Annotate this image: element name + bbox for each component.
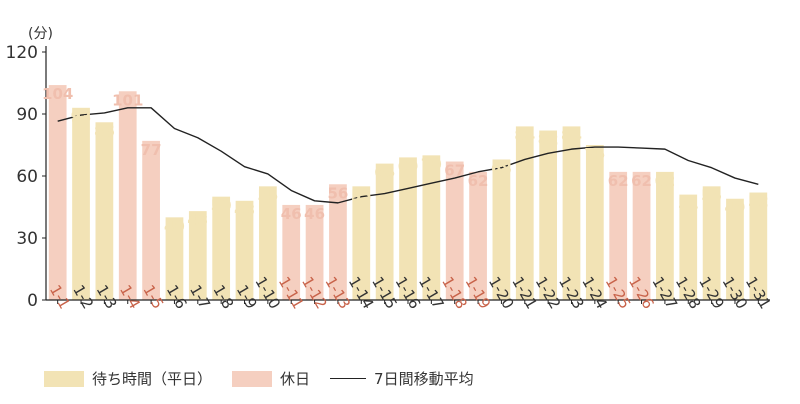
data-label: 62 [654,172,675,190]
data-label: 70 [421,155,442,173]
bar [749,192,768,300]
moving-average-line [57,107,759,204]
data-label: 84 [514,126,535,144]
bar [492,159,511,300]
bar [48,85,67,300]
bar [235,200,254,300]
data-label: 49 [725,199,746,217]
legend-weekday-swatch [44,370,84,387]
data-label: 40 [164,217,185,235]
legend-holiday-label: 休日 [280,370,311,388]
data-label: 55 [351,186,372,204]
data-label: 86 [94,122,115,140]
data-label: 50 [211,197,232,215]
legend-moving-average: 7日間移動平均 [330,368,474,389]
legend-moving-average-label: 7日間移動平均 [374,370,474,388]
data-label: 52 [748,193,769,211]
bar [562,126,581,301]
data-label: 75 [584,145,605,163]
y-tick-label: 120 [6,43,38,63]
data-label: 84 [561,126,582,144]
data-label: 62 [608,172,629,190]
bar [72,107,90,300]
bar [329,184,347,300]
bar [469,171,487,300]
data-label: 55 [257,186,278,204]
bar [282,204,301,300]
legend-holiday: 休日 [232,368,310,389]
bar [609,171,628,300]
data-label: 82 [538,131,559,149]
data-label: 77 [141,141,162,159]
data-label: 62 [631,172,652,190]
data-label: 55 [701,186,722,204]
bar [632,171,651,300]
y-tick-label: 0 [27,291,38,311]
data-label: 46 [304,205,325,223]
bar [95,122,114,301]
data-label: 93 [71,108,92,126]
bar [679,194,698,300]
data-label: 56 [328,184,349,202]
data-label: 66 [374,164,395,182]
x-tick-label: 1-31 [742,274,775,312]
bar [142,140,160,300]
bar [165,217,184,300]
data-label: 51 [678,195,699,213]
bar [375,163,394,300]
bar [259,186,277,300]
legend-holiday-swatch [232,370,273,387]
y-unit-label: (分) [28,26,53,42]
data-label: 46 [281,205,302,223]
bar [399,157,417,300]
data-label: 62 [468,172,489,190]
data-label: 68 [491,159,512,177]
data-label: 101 [112,91,143,109]
legend-weekday: 待ち時間（平日） [44,368,212,389]
legend-moving-average-swatch [330,378,367,379]
data-label: 48 [234,201,255,219]
bar [656,171,674,300]
y-tick-label: 60 [16,167,38,187]
data-label: 67 [444,162,465,180]
bar [539,130,557,300]
bar [585,145,604,300]
bar [422,155,441,300]
data-label: 43 [187,211,208,229]
bar [188,211,207,300]
bar [352,186,371,300]
data-label: 104 [42,85,73,103]
bars-group [48,85,768,301]
bar [726,198,744,300]
bar [515,126,534,301]
bar [445,161,464,300]
y-tick-label: 30 [16,229,38,249]
bar [212,196,231,300]
data-label: 69 [398,157,419,175]
legend: 待ち時間（平日） 休日 7日間移動平均 [44,368,474,389]
bar [702,186,721,300]
y-tick-label: 90 [16,105,38,125]
bar [305,204,324,300]
bar [118,91,137,301]
legend-weekday-label: 待ち時間（平日） [92,370,213,388]
